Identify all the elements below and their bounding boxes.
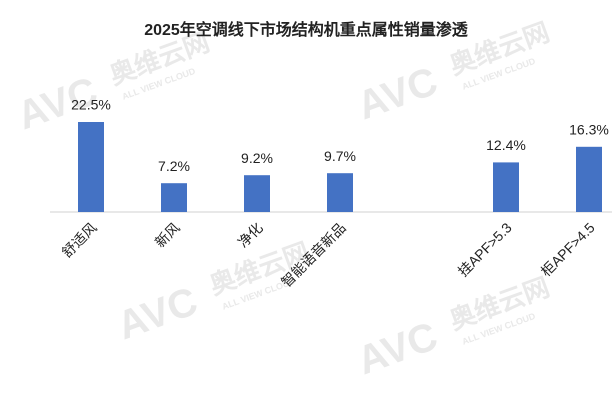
x-tick-label: 柜APF>4.5 <box>538 219 598 279</box>
x-tick-label: 新风 <box>152 219 183 250</box>
data-label: 12.4% <box>486 137 526 153</box>
bar <box>244 175 270 212</box>
data-label: 9.7% <box>324 148 356 164</box>
data-label: 9.2% <box>241 150 273 166</box>
data-label: 16.3% <box>569 122 609 138</box>
watermark-logo: AVC <box>352 59 444 128</box>
data-label: 7.2% <box>158 158 190 174</box>
bar <box>78 122 104 212</box>
x-tick-label: 净化 <box>235 219 266 250</box>
bar <box>161 183 187 212</box>
x-tick-label: 挂APF>5.3 <box>455 219 515 279</box>
data-label: 22.5% <box>71 97 111 113</box>
watermark-logo: AVC <box>352 314 444 383</box>
x-tick-label: 舒适风 <box>59 219 100 260</box>
bar <box>576 146 602 212</box>
chart-title: 2025年空调线下市场结构机重点属性销量渗透 <box>144 20 469 39</box>
watermark-logo: AVC <box>112 279 204 348</box>
bar <box>493 162 519 212</box>
bar <box>327 173 353 212</box>
